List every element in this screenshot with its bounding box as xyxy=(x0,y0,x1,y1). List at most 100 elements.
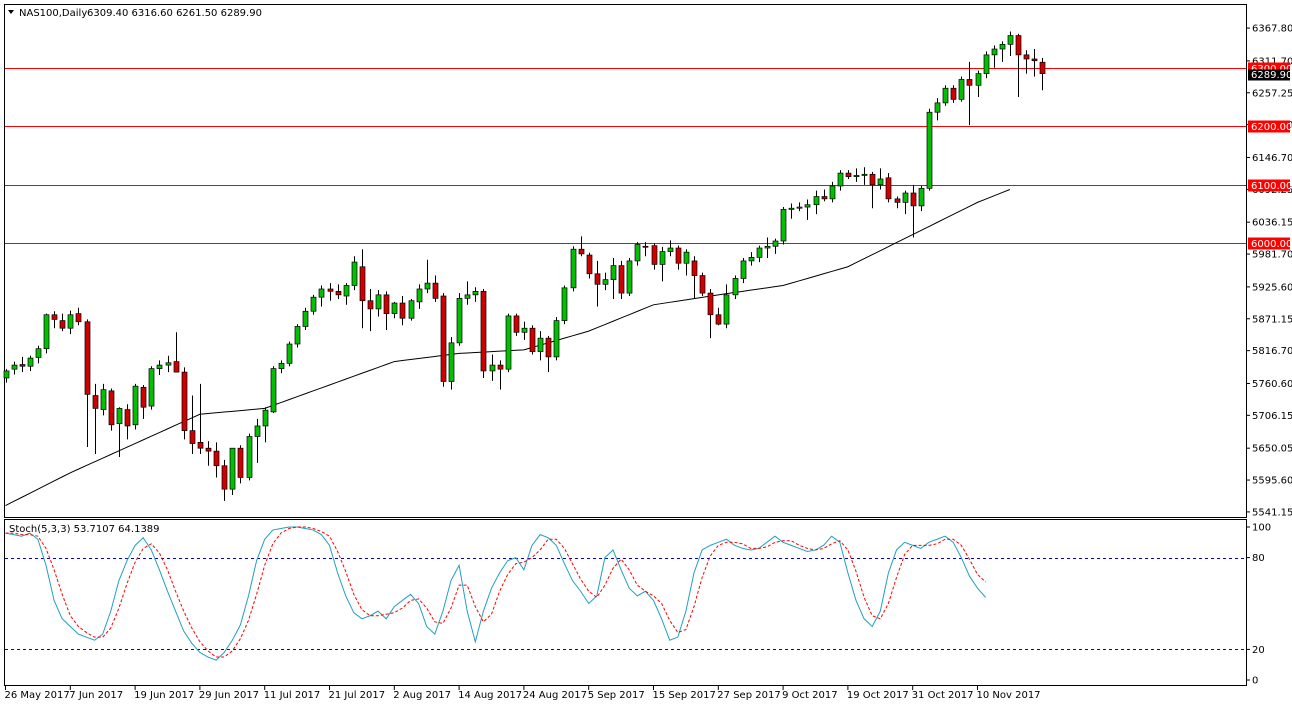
candle[interactable] xyxy=(399,296,406,326)
candle[interactable] xyxy=(148,366,155,410)
candle[interactable] xyxy=(189,395,196,455)
candle[interactable] xyxy=(480,288,487,378)
candle[interactable] xyxy=(796,202,803,212)
candle[interactable] xyxy=(505,313,512,373)
candle[interactable] xyxy=(286,341,293,367)
candle[interactable] xyxy=(748,252,755,266)
candle[interactable] xyxy=(950,85,957,103)
candle[interactable] xyxy=(59,313,66,332)
candle[interactable] xyxy=(391,301,398,319)
candle[interactable] xyxy=(108,388,115,431)
candle[interactable] xyxy=(707,288,714,339)
candle[interactable] xyxy=(67,310,74,335)
candle[interactable] xyxy=(683,249,690,276)
candle[interactable] xyxy=(440,293,447,387)
candle[interactable] xyxy=(27,355,34,371)
candle[interactable] xyxy=(877,168,884,190)
candle[interactable] xyxy=(837,170,844,191)
candle[interactable] xyxy=(1007,31,1014,57)
candle[interactable] xyxy=(869,171,876,209)
candle[interactable] xyxy=(902,190,909,215)
candle[interactable] xyxy=(1023,50,1030,74)
candle[interactable] xyxy=(691,256,698,299)
candle[interactable] xyxy=(84,319,91,448)
candle[interactable] xyxy=(19,356,26,373)
candle[interactable] xyxy=(3,369,10,383)
candle[interactable] xyxy=(659,246,666,282)
candle[interactable] xyxy=(545,335,552,373)
candle[interactable] xyxy=(197,383,204,455)
candle[interactable] xyxy=(343,283,350,305)
candle[interactable] xyxy=(715,307,722,326)
candle[interactable] xyxy=(626,257,633,297)
candle[interactable] xyxy=(513,313,520,336)
candle[interactable] xyxy=(262,407,269,443)
candle[interactable] xyxy=(156,360,163,376)
candle[interactable] xyxy=(302,307,309,330)
candle[interactable] xyxy=(829,181,836,203)
candle[interactable] xyxy=(651,243,658,270)
candle[interactable] xyxy=(594,260,601,307)
candle[interactable] xyxy=(165,355,172,373)
candle[interactable] xyxy=(35,345,42,364)
candle[interactable] xyxy=(472,287,479,302)
candle[interactable] xyxy=(383,291,390,330)
candle[interactable] xyxy=(934,98,941,121)
candle[interactable] xyxy=(723,284,730,329)
dropdown-arrow-icon[interactable] xyxy=(8,10,14,14)
candle[interactable] xyxy=(416,284,423,309)
candle[interactable] xyxy=(958,76,965,102)
candle[interactable] xyxy=(310,294,317,315)
candle[interactable] xyxy=(788,203,795,219)
candle[interactable] xyxy=(448,336,455,390)
candle[interactable] xyxy=(975,70,982,98)
candle[interactable] xyxy=(11,361,18,375)
candle[interactable] xyxy=(667,240,674,257)
candle[interactable] xyxy=(116,407,123,457)
candle[interactable] xyxy=(75,307,82,326)
candle[interactable] xyxy=(424,259,431,294)
candle[interactable] xyxy=(634,242,641,266)
candle[interactable] xyxy=(124,404,131,440)
candle[interactable] xyxy=(675,245,682,270)
candle[interactable] xyxy=(1031,49,1038,77)
candle[interactable] xyxy=(173,332,180,373)
candle[interactable] xyxy=(966,61,973,126)
candle[interactable] xyxy=(926,108,933,191)
candle[interactable] xyxy=(92,383,99,455)
candle[interactable] xyxy=(910,184,917,238)
candle[interactable] xyxy=(642,242,649,257)
candle[interactable] xyxy=(351,256,358,291)
candle[interactable] xyxy=(918,185,925,212)
candle[interactable] xyxy=(43,313,50,354)
candle[interactable] xyxy=(780,207,787,245)
candle[interactable] xyxy=(132,383,139,430)
candle[interactable] xyxy=(254,418,261,463)
candle[interactable] xyxy=(537,331,544,361)
candle[interactable] xyxy=(140,384,147,419)
candle[interactable] xyxy=(553,317,560,361)
candle[interactable] xyxy=(100,383,107,416)
candle[interactable] xyxy=(732,275,739,299)
candle[interactable] xyxy=(359,249,366,329)
candle[interactable] xyxy=(853,168,860,182)
candle[interactable] xyxy=(294,324,301,348)
candle[interactable] xyxy=(318,285,325,307)
candle[interactable] xyxy=(821,189,828,202)
candle[interactable] xyxy=(845,170,852,179)
candle[interactable] xyxy=(756,245,763,263)
candle[interactable] xyxy=(432,275,439,302)
candle[interactable] xyxy=(1039,58,1046,91)
candle[interactable] xyxy=(278,360,285,374)
candle[interactable] xyxy=(221,459,228,501)
candle[interactable] xyxy=(610,257,617,299)
candle[interactable] xyxy=(618,260,625,299)
candle[interactable] xyxy=(561,285,568,325)
candle[interactable] xyxy=(578,236,585,257)
candle[interactable] xyxy=(885,173,892,203)
candle[interactable] xyxy=(464,281,471,305)
candle[interactable] xyxy=(181,367,188,440)
candle[interactable] xyxy=(213,442,220,478)
candle[interactable] xyxy=(529,325,536,355)
